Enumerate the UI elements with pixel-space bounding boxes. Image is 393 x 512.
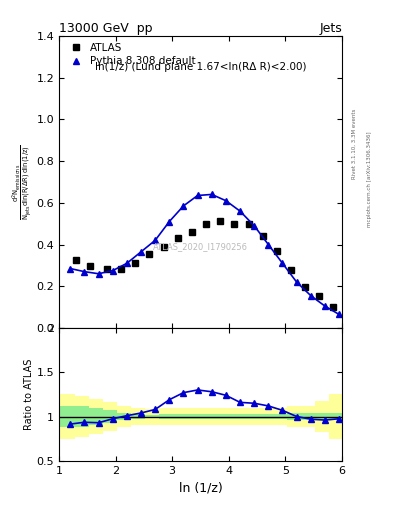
ATLAS <box>161 244 166 250</box>
Pythia 8.308 default <box>181 203 186 209</box>
Pythia 8.308 default <box>125 260 129 266</box>
Pythia 8.308 default <box>96 271 101 277</box>
Pythia 8.308 default <box>294 279 299 285</box>
Pythia 8.308 default <box>238 208 242 214</box>
Pythia 8.308 default <box>110 268 115 274</box>
Pythia 8.308 default <box>153 237 158 243</box>
Pythia 8.308 default <box>195 193 200 199</box>
ATLAS <box>204 221 208 227</box>
ATLAS <box>88 263 92 269</box>
Line: ATLAS: ATLAS <box>72 217 337 311</box>
ATLAS <box>73 257 78 263</box>
Pythia 8.308 default <box>337 311 342 317</box>
ATLAS <box>133 260 138 266</box>
Y-axis label: $\mathsf{\frac{d^2 N_{emissions}}{N_{jets}d\ln(R/\Delta R)\,d\ln(1/z)}}$: $\mathsf{\frac{d^2 N_{emissions}}{N_{jet… <box>10 144 33 220</box>
Pythia 8.308 default <box>252 223 257 229</box>
Pythia 8.308 default <box>68 265 73 271</box>
ATLAS <box>274 248 279 254</box>
Text: Rivet 3.1.10, 3.3M events: Rivet 3.1.10, 3.3M events <box>352 108 357 179</box>
Pythia 8.308 default <box>280 260 285 266</box>
ATLAS <box>288 266 293 272</box>
ATLAS <box>303 284 307 290</box>
ATLAS <box>105 265 109 271</box>
Pythia 8.308 default <box>82 269 87 275</box>
X-axis label: ln (1/z): ln (1/z) <box>178 481 222 494</box>
Pythia 8.308 default <box>309 292 313 298</box>
ATLAS <box>119 265 123 271</box>
Text: ATLAS_2020_I1790256: ATLAS_2020_I1790256 <box>153 242 248 251</box>
ATLAS <box>189 229 194 235</box>
Line: Pythia 8.308 default: Pythia 8.308 default <box>67 191 343 318</box>
Text: Jets: Jets <box>319 22 342 35</box>
ATLAS <box>218 218 222 224</box>
Pythia 8.308 default <box>224 198 228 204</box>
Pythia 8.308 default <box>209 191 214 198</box>
Pythia 8.308 default <box>139 249 143 255</box>
Legend: ATLAS, Pythia 8.308 default: ATLAS, Pythia 8.308 default <box>64 41 198 68</box>
ATLAS <box>246 221 251 227</box>
ATLAS <box>147 251 152 257</box>
Pythia 8.308 default <box>323 303 327 309</box>
Pythia 8.308 default <box>266 242 271 248</box>
ATLAS <box>317 292 321 298</box>
Text: ln(1/z) (Lund plane 1.67<ln(RΔ R)<2.00): ln(1/z) (Lund plane 1.67<ln(RΔ R)<2.00) <box>95 62 306 72</box>
Y-axis label: Ratio to ATLAS: Ratio to ATLAS <box>24 359 34 430</box>
Pythia 8.308 default <box>167 219 172 225</box>
ATLAS <box>232 221 237 227</box>
ATLAS <box>260 233 265 239</box>
ATLAS <box>175 235 180 241</box>
Text: 13000 GeV  pp: 13000 GeV pp <box>59 22 152 35</box>
Text: mcplots.cern.ch [arXiv:1306.3436]: mcplots.cern.ch [arXiv:1306.3436] <box>367 132 373 227</box>
ATLAS <box>331 304 336 310</box>
